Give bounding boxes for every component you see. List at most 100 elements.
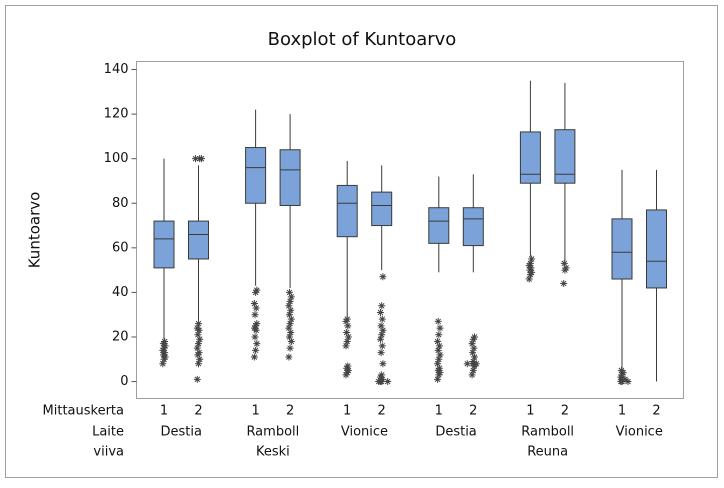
outlier (159, 346, 167, 354)
outlier (251, 333, 259, 341)
outlier (463, 360, 471, 368)
factor-label: 1 (251, 404, 259, 419)
y-tick-label: 120 (104, 107, 129, 122)
box (462, 207, 484, 247)
y-tick-label: 60 (112, 240, 129, 255)
box (279, 149, 301, 206)
factor-label: 1 (526, 404, 534, 419)
outlier (251, 311, 259, 319)
outlier (379, 360, 387, 368)
outlier (434, 375, 442, 383)
outlier (286, 311, 293, 319)
outlier (342, 317, 350, 325)
outlier (250, 324, 258, 332)
outlier (286, 297, 294, 305)
box (646, 209, 667, 289)
outlier (379, 273, 387, 281)
factor-label: 2 (286, 404, 294, 419)
y-tick-label: 0 (120, 374, 128, 389)
outlier (525, 275, 533, 283)
outlier (192, 155, 199, 163)
outlier (195, 320, 202, 328)
outlier (526, 266, 534, 274)
outlier (160, 344, 168, 352)
box (153, 220, 175, 269)
outlier (285, 302, 293, 310)
outlier (562, 264, 570, 272)
outlier (378, 331, 386, 339)
outlier (343, 329, 351, 337)
box (245, 147, 267, 204)
outlier (195, 349, 203, 357)
outlier (526, 271, 534, 279)
outlier (287, 306, 295, 314)
plot-frame (136, 61, 684, 399)
box (428, 207, 450, 244)
outlier (434, 360, 442, 368)
factor-label: 1 (618, 404, 626, 419)
box (611, 218, 633, 280)
y-tick-label: 20 (112, 329, 129, 344)
outlier (469, 335, 477, 343)
outlier (196, 355, 204, 363)
factor-label: 1 (343, 404, 351, 419)
outlier (377, 322, 385, 330)
outlier (193, 344, 201, 352)
box (336, 184, 358, 238)
outlier (525, 262, 533, 270)
outlier (434, 366, 442, 374)
y-tick-label: 80 (112, 196, 129, 211)
factor-label: 2 (194, 404, 202, 419)
factor-label: Vionice (341, 425, 388, 440)
outlier (161, 337, 169, 345)
outlier (469, 358, 477, 366)
outlier (435, 371, 443, 379)
outlier (434, 317, 442, 325)
outlier (253, 320, 261, 328)
outlier (342, 342, 350, 350)
outlier (159, 360, 167, 368)
y-axis-label: Kuntoarvo (26, 192, 44, 269)
outlier (471, 333, 478, 341)
outlier (378, 315, 386, 323)
y-tick-label: 100 (104, 151, 129, 166)
outlier (377, 308, 384, 316)
factor-name: Laite (92, 425, 124, 440)
outlier (435, 331, 443, 339)
y-tick-label: 40 (112, 285, 129, 300)
outlier (343, 364, 351, 372)
factor-label: 2 (561, 404, 569, 419)
outlier (286, 320, 294, 328)
outlier (560, 279, 568, 287)
outlier (618, 371, 626, 379)
outlier (617, 373, 625, 381)
outlier (252, 304, 260, 312)
outlier (342, 371, 350, 379)
outlier (286, 344, 294, 352)
outlier (375, 378, 383, 386)
outlier (198, 155, 205, 163)
outlier (436, 324, 444, 332)
outlier (343, 369, 351, 377)
outlier (287, 293, 295, 301)
outlier (469, 360, 477, 368)
outlier (194, 331, 202, 339)
outlier (624, 378, 632, 386)
box (371, 191, 393, 227)
outlier (469, 366, 477, 374)
factor-label: Vionice (616, 425, 663, 440)
outlier (434, 346, 442, 354)
outlier (196, 335, 204, 343)
outlier (253, 340, 261, 348)
outlier (470, 344, 478, 352)
outlier (287, 329, 295, 337)
outlier (468, 340, 476, 348)
outlier (471, 353, 478, 361)
factor-label: 2 (469, 404, 477, 419)
factor-label: Destia (161, 425, 202, 440)
outlier (435, 342, 443, 350)
outlier (253, 286, 261, 294)
box (188, 220, 209, 260)
outlier (286, 288, 293, 296)
